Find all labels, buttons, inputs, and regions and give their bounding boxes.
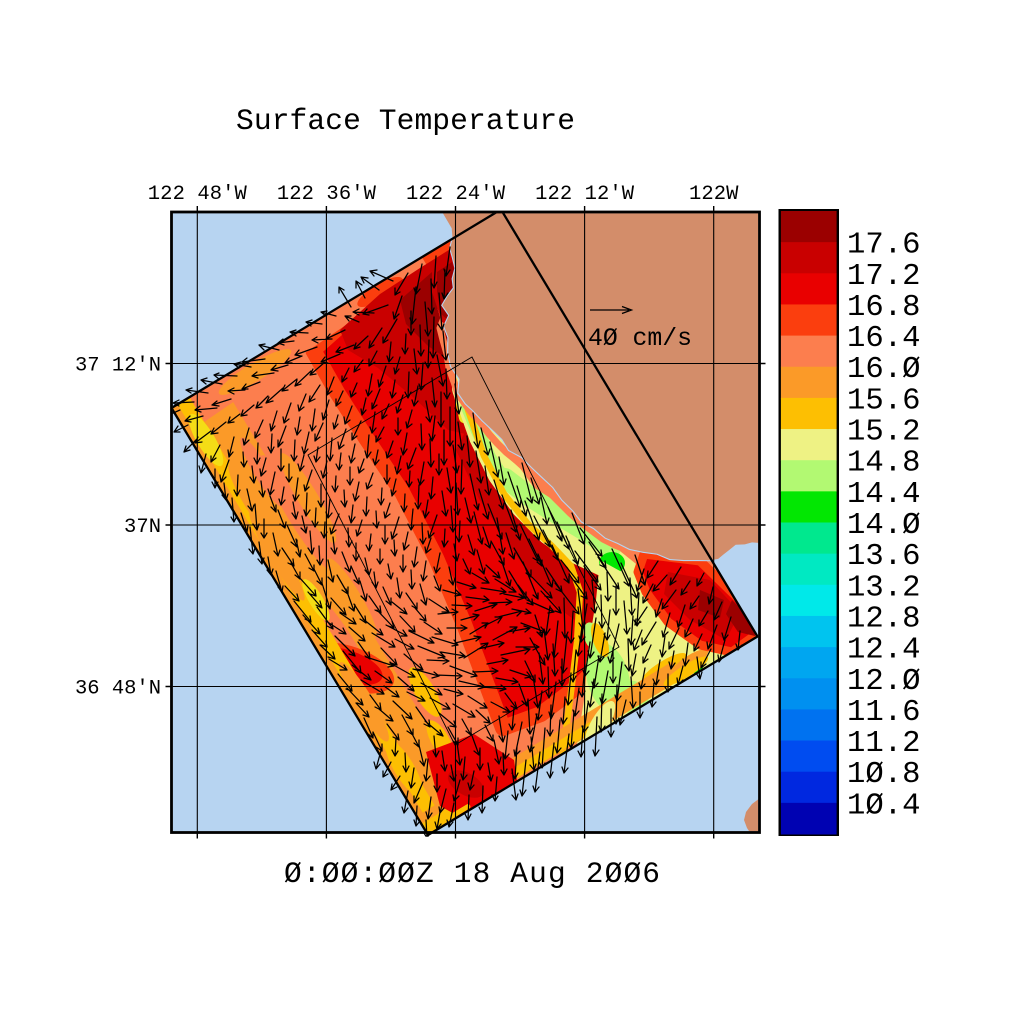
- svg-text:37 12'N: 37 12'N: [75, 355, 161, 378]
- svg-text:122 48'W: 122 48'W: [148, 183, 248, 206]
- svg-text:122 36'W: 122 36'W: [277, 183, 377, 206]
- svg-text:Surface Temperature: Surface Temperature: [236, 104, 575, 138]
- svg-text:16.8: 16.8: [847, 291, 921, 325]
- svg-text:15.2: 15.2: [847, 416, 921, 450]
- svg-text:14.4: 14.4: [847, 478, 921, 512]
- svg-text:Ø:ØØ:ØØZ 18 Aug 2ØØ6: Ø:ØØ:ØØZ 18 Aug 2ØØ6: [284, 857, 660, 891]
- svg-text:11.6: 11.6: [847, 696, 921, 730]
- svg-text:4Ø cm/s: 4Ø cm/s: [588, 325, 692, 353]
- svg-text:14.Ø: 14.Ø: [847, 509, 921, 543]
- svg-text:36 48'N: 36 48'N: [75, 678, 161, 701]
- svg-text:17.2: 17.2: [847, 260, 921, 294]
- svg-text:16.Ø: 16.Ø: [847, 353, 921, 387]
- svg-text:14.8: 14.8: [847, 447, 921, 481]
- svg-text:37N: 37N: [124, 516, 161, 539]
- svg-text:122 24'W: 122 24'W: [406, 183, 506, 206]
- svg-text:1Ø.8: 1Ø.8: [847, 758, 921, 792]
- svg-text:1Ø.4: 1Ø.4: [847, 789, 921, 823]
- svg-text:13.2: 13.2: [847, 571, 921, 605]
- svg-text:12.Ø: 12.Ø: [847, 665, 921, 699]
- svg-text:122W: 122W: [689, 183, 739, 206]
- svg-text:12.4: 12.4: [847, 634, 921, 668]
- svg-text:12.8: 12.8: [847, 603, 921, 637]
- svg-text:122 12'W: 122 12'W: [535, 183, 635, 206]
- svg-text:11.2: 11.2: [847, 727, 921, 761]
- svg-text:13.6: 13.6: [847, 540, 921, 574]
- svg-text:15.6: 15.6: [847, 384, 921, 418]
- svg-text:16.4: 16.4: [847, 322, 921, 356]
- svg-text:17.6: 17.6: [847, 229, 921, 263]
